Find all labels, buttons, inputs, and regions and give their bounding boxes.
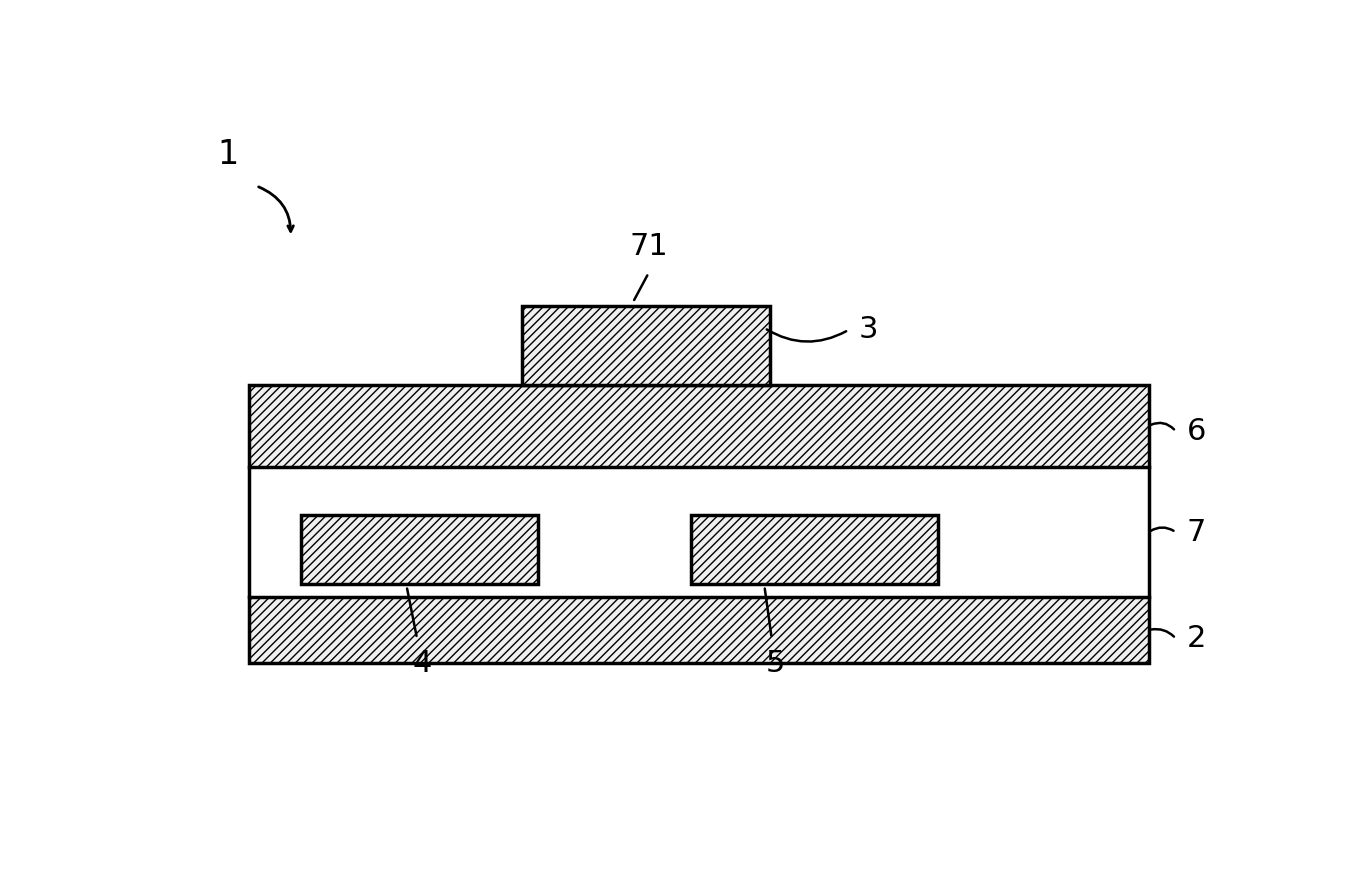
Bar	[249, 598, 1149, 663]
Text: 5: 5	[765, 649, 785, 678]
Bar	[249, 385, 1149, 467]
Text: 71: 71	[629, 233, 668, 261]
Text: 4: 4	[413, 649, 432, 678]
Text: 6: 6	[1187, 417, 1206, 446]
Text: 2: 2	[1187, 624, 1206, 653]
Bar	[523, 306, 770, 385]
Text: 3: 3	[860, 315, 879, 345]
Bar	[691, 515, 938, 584]
Text: 1: 1	[217, 138, 238, 171]
Bar	[301, 515, 538, 584]
Text: 7: 7	[1187, 518, 1206, 547]
